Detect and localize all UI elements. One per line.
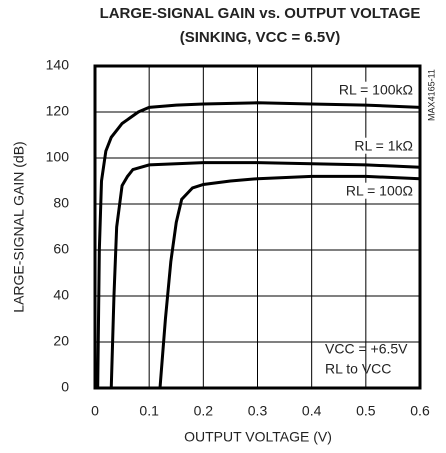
- legend-label: RL = 100kΩ: [339, 82, 413, 98]
- x-tick-label: 0.2: [194, 403, 214, 419]
- x-tick-label: 0.4: [302, 403, 322, 419]
- legend-label: RL = 100Ω: [346, 183, 413, 199]
- y-tick-label: 40: [53, 287, 69, 303]
- y-tick-label: 100: [46, 149, 70, 165]
- annotation: RL to VCC: [325, 361, 391, 377]
- x-tick-label: 0.3: [248, 403, 268, 419]
- y-axis-label: LARGE-SIGNAL GAIN (dB): [11, 141, 27, 312]
- y-tick-label: 140: [46, 57, 70, 73]
- plot-frame: [93, 64, 422, 390]
- y-tick-label: 60: [53, 241, 69, 257]
- legend-label: RL = 1kΩ: [354, 138, 413, 154]
- legend-bg: [351, 137, 416, 154]
- chart-title: LARGE-SIGNAL GAIN vs. OUTPUT VOLTAGE: [100, 5, 421, 22]
- series-line: [109, 161, 421, 389]
- legend-bg: [335, 81, 416, 98]
- x-tick-label: 0: [91, 403, 99, 419]
- y-tick-label: 0: [61, 379, 69, 395]
- watermark: MAX4165-11: [426, 69, 436, 121]
- series-line: [96, 101, 421, 389]
- legend-bg: [342, 182, 416, 199]
- series-line: [158, 174, 421, 389]
- y-tick-label: 120: [46, 103, 70, 119]
- y-tick-label: 80: [53, 195, 69, 211]
- chart-subtitle: (SINKING, VCC = 6.5V): [180, 29, 340, 46]
- y-tick-label: 20: [53, 333, 69, 349]
- x-tick-label: 0.5: [356, 403, 376, 419]
- x-tick-label: 0.1: [139, 403, 159, 419]
- annotation: VCC = +6.5V: [325, 341, 408, 357]
- x-tick-label: 0.6: [410, 403, 430, 419]
- x-axis-label: OUTPUT VOLTAGE (V): [184, 429, 332, 445]
